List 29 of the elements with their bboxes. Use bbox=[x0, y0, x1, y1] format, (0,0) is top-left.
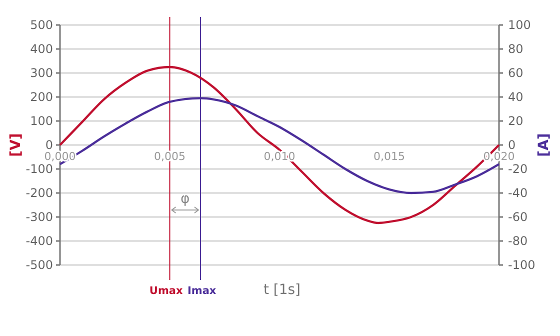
y-tick-label: -100 bbox=[26, 162, 53, 176]
y-tick-label: -200 bbox=[26, 186, 53, 200]
y-tick-label: 200 bbox=[30, 90, 53, 104]
y2-tick-label: 20 bbox=[508, 114, 524, 128]
y-axis-title: [V] bbox=[8, 133, 24, 157]
y-tick-label: -300 bbox=[26, 210, 53, 224]
y2-tick-label: -60 bbox=[508, 210, 528, 224]
ref-line-label: Imax bbox=[187, 285, 216, 297]
y2-tick-label: 40 bbox=[508, 90, 524, 104]
y2-tick-label: -100 bbox=[508, 258, 536, 272]
y2-tick-label: 100 bbox=[508, 18, 531, 32]
y2-tick-label: 80 bbox=[508, 42, 524, 56]
annotation: φ bbox=[180, 191, 190, 207]
y-tick-label: 500 bbox=[30, 18, 53, 32]
x-axis-title: t [1s] bbox=[263, 282, 301, 298]
y2-tick-label: -80 bbox=[508, 234, 528, 248]
y-tick-label: -400 bbox=[26, 234, 53, 248]
y2-tick-label: -20 bbox=[508, 162, 528, 176]
ref-line-label: Umax bbox=[149, 285, 183, 297]
y2-axis-title: [A] bbox=[536, 133, 552, 157]
y2-tick-label: 0 bbox=[508, 138, 516, 152]
y-tick-label: 300 bbox=[30, 66, 53, 80]
y-tick-label: 0 bbox=[45, 138, 53, 152]
y2-tick-label: 60 bbox=[508, 66, 524, 80]
y2-tick-label: -40 bbox=[508, 186, 528, 200]
y-tick-label: 100 bbox=[30, 114, 53, 128]
y-tick-label: 400 bbox=[30, 42, 53, 56]
x-tick-label: 0,015 bbox=[374, 150, 405, 164]
y-tick-label: -500 bbox=[26, 258, 53, 272]
